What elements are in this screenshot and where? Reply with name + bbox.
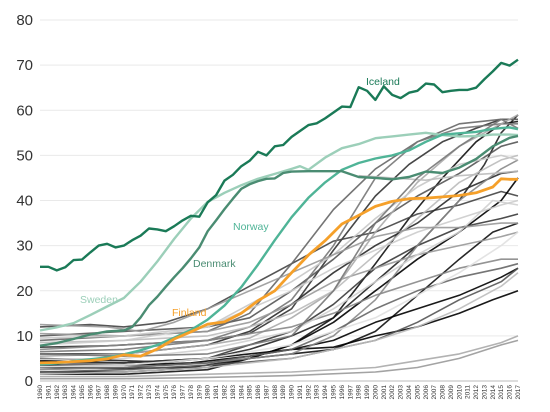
background-series-line	[39, 199, 519, 361]
x-tick-label: 1992	[305, 385, 312, 400]
x-tick-label: 1984	[238, 385, 245, 400]
x-tick-label: 1960	[37, 385, 44, 400]
series-line-iceland	[40, 58, 519, 272]
x-tick-label: 1976	[171, 385, 178, 400]
x-tick-label: 1969	[112, 385, 119, 400]
series-label-finland: Finland	[172, 307, 207, 319]
x-tick-label: 2006	[423, 385, 430, 400]
x-tick-label: 2003	[398, 385, 405, 400]
x-tick-label: 1964	[71, 385, 78, 400]
background-series-line	[39, 199, 519, 346]
x-tick-label: 1980	[205, 385, 212, 400]
x-tick-label: 1985	[247, 385, 254, 400]
series-line-finland	[39, 177, 518, 365]
x-tick-label: 1979	[196, 385, 203, 400]
x-tick-label: 2009	[448, 385, 455, 400]
background-series-line	[39, 141, 519, 337]
background-series-line	[39, 231, 519, 337]
x-tick-label: 2015	[498, 385, 505, 400]
x-tick-label: 1998	[356, 385, 363, 400]
x-tick-label: 1962	[54, 385, 61, 400]
x-tick-label: 1989	[280, 385, 287, 400]
x-tick-label: 1968	[104, 385, 111, 400]
x-tick-label: 2005	[414, 385, 421, 400]
x-tick-label: 1965	[79, 385, 86, 400]
x-tick-label: 1974	[154, 385, 161, 400]
x-tick-label: 1981	[213, 385, 220, 400]
background-series-line	[40, 262, 519, 369]
series-label-iceland: Iceland	[366, 76, 400, 88]
x-tick-label: 1973	[146, 385, 153, 400]
background-series-line	[39, 123, 518, 353]
x-tick-label: 1995	[331, 385, 338, 400]
y-tick-label: 80	[16, 12, 33, 29]
y-tick-label: 0	[25, 373, 33, 390]
x-tick-label: 1999	[364, 385, 371, 400]
y-tick-label: 20	[16, 283, 33, 300]
x-tick-label: 2014	[490, 385, 497, 400]
x-tick-label: 2008	[440, 385, 447, 400]
x-tick-label: 1971	[129, 385, 136, 400]
y-axis-ticks: 0 10 20 30 40 50 60 70 80	[16, 12, 33, 390]
x-tick-label: 2004	[406, 385, 413, 400]
x-tick-label: 2002	[389, 385, 396, 400]
x-tick-label: 1991	[297, 385, 304, 400]
background-series-line	[39, 118, 519, 357]
background-series-line	[39, 272, 519, 375]
x-tick-label: 2010	[456, 385, 463, 400]
highlighted-series	[39, 58, 519, 366]
background-series-line	[358, 170, 519, 181]
x-tick-label: 2007	[431, 385, 438, 400]
y-tick-label: 30	[16, 238, 33, 255]
x-tick-label: 1975	[163, 385, 170, 400]
background-series-line	[39, 120, 519, 370]
x-tick-label: 1963	[62, 385, 69, 400]
x-tick-label: 1994	[322, 385, 329, 400]
background-series-line	[40, 339, 519, 380]
x-tick-label: 1977	[180, 385, 187, 400]
y-tick-label: 40	[16, 193, 33, 210]
series-line-denmark	[39, 134, 519, 347]
y-tick-label: 70	[16, 57, 33, 74]
x-tick-label: 1961	[45, 385, 52, 400]
x-axis-ticks: 1960 1961 1962 1963 1964 1965 1966 1967 1968 1969…	[37, 385, 522, 400]
x-tick-label: 2001	[381, 385, 388, 400]
x-tick-label: 2017	[515, 385, 522, 400]
x-tick-label: 2013	[481, 385, 488, 400]
background-series-line	[40, 290, 519, 366]
series-label-norway: Norway	[233, 221, 269, 233]
x-tick-label: 1970	[121, 385, 128, 400]
x-tick-label: 2000	[372, 385, 379, 400]
background-series-line	[39, 231, 519, 368]
x-tick-label: 1997	[347, 385, 354, 400]
series-labels: Iceland Norway Denmark Sweden Finland	[80, 76, 400, 319]
background-series-line	[40, 335, 519, 378]
x-tick-label: 1983	[230, 385, 237, 400]
x-tick-label: 1967	[96, 385, 103, 400]
x-tick-label: 1988	[272, 385, 279, 400]
y-tick-label: 10	[16, 328, 33, 345]
x-tick-label: 2011	[465, 385, 472, 399]
y-tick-label: 50	[16, 147, 33, 164]
x-tick-label: 1990	[289, 385, 296, 400]
x-tick-label: 1996	[339, 385, 346, 400]
x-tick-label: 1982	[221, 385, 228, 400]
x-tick-label: 2016	[507, 385, 514, 400]
x-tick-label: 1966	[87, 385, 94, 400]
x-tick-label: 1987	[263, 385, 270, 400]
series-label-denmark: Denmark	[193, 258, 236, 270]
x-tick-label: 1972	[138, 385, 145, 400]
x-tick-label: 1993	[314, 385, 321, 400]
x-tick-label: 2012	[473, 385, 480, 400]
series-label-sweden: Sweden	[80, 294, 118, 306]
x-tick-label: 1986	[255, 385, 262, 400]
y-tick-label: 60	[16, 102, 33, 119]
x-tick-label: 1978	[188, 385, 195, 400]
